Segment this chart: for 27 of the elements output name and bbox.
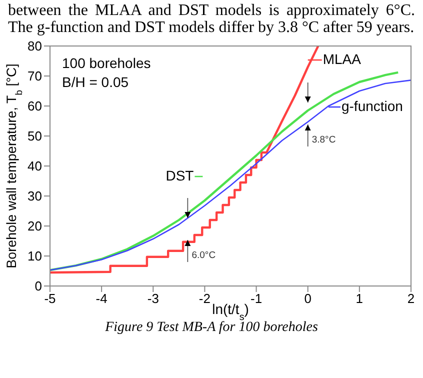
x-tick-label: -5 xyxy=(44,291,56,306)
legend-label: g-function xyxy=(341,98,403,114)
y-tick-label: 70 xyxy=(28,68,42,84)
text: between the MLAA and DST models is approximately 6°C. The g-function and DST models differ by 3.8 °C after 59 years. xyxy=(8,2,415,36)
x-tick-label: -2 xyxy=(198,291,210,306)
y-tick-label: 80 xyxy=(28,38,42,54)
x-tick-label: -3 xyxy=(147,291,159,306)
annotation: 6.0°C xyxy=(192,250,216,261)
x-tick-label: 1 xyxy=(356,291,364,306)
x-tick-label: 2 xyxy=(407,291,415,306)
caption: Figure 9 Test MB-A for 100 boreholes xyxy=(104,320,319,336)
y-tick-label: 30 xyxy=(28,188,42,204)
y-tick-label: 50 xyxy=(28,128,42,144)
y-tick-label: 10 xyxy=(28,248,42,264)
y-tick-label: 0 xyxy=(34,278,42,294)
annotation: B/H = 0.05 xyxy=(62,74,129,90)
y-tick-label: 40 xyxy=(28,158,42,174)
x-axis-title: ln(t/t$_{s}$) xyxy=(212,301,249,322)
x-tick-label: -4 xyxy=(96,291,108,306)
y-tick-label: 20 xyxy=(28,218,42,234)
legend-label: MLAA xyxy=(322,51,362,67)
x-tick-label: 0 xyxy=(304,291,312,306)
annotation: 3.8°C xyxy=(312,134,336,146)
y-tick-label: 60 xyxy=(28,98,42,114)
series-label: DST xyxy=(166,168,194,184)
x-tick-label: -1 xyxy=(250,291,262,306)
annotation: 100 boreholes xyxy=(62,55,151,71)
